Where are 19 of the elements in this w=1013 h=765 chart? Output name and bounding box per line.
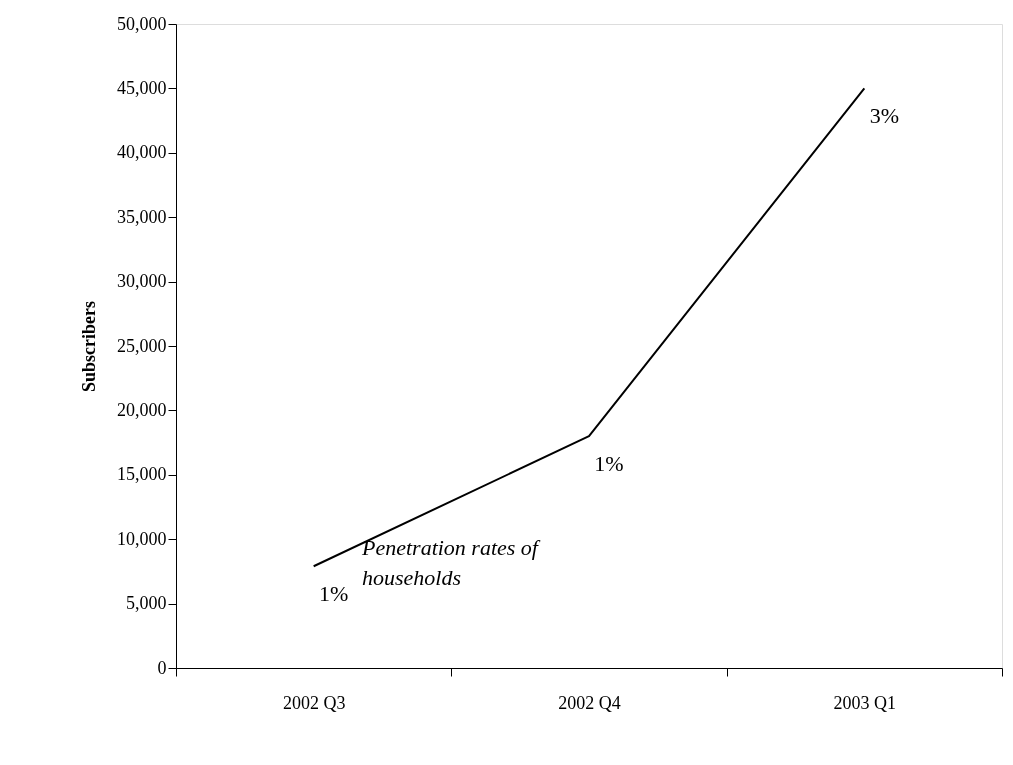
x-tick-label: 2002 Q4	[558, 692, 621, 713]
y-tick-label: 40,000	[117, 142, 167, 163]
y-tick-label: 0	[157, 657, 167, 678]
y-tick-label: 25,000	[117, 335, 167, 356]
x-tick-label: 2003 Q1	[833, 692, 897, 713]
annotation: 1%	[594, 451, 624, 477]
y-axis-title: Subscribers	[79, 300, 99, 393]
y-tick-label: 15,000	[117, 464, 167, 485]
y-tick-label: 10,000	[117, 528, 167, 549]
y-tick-label: 35,000	[117, 206, 167, 227]
y-tick-label: 20,000	[117, 399, 167, 420]
y-tick-label: 5,000	[126, 593, 167, 614]
annotation: 3%	[869, 103, 899, 129]
x-tick-label: 2002 Q3	[282, 692, 346, 713]
annotation: Penetration rates of households	[361, 535, 541, 590]
y-tick-label: 30,000	[117, 271, 167, 292]
y-tick-label: 45,000	[117, 77, 167, 98]
y-tick-label: 50,000	[117, 13, 167, 34]
annotation: 1%	[319, 581, 349, 607]
